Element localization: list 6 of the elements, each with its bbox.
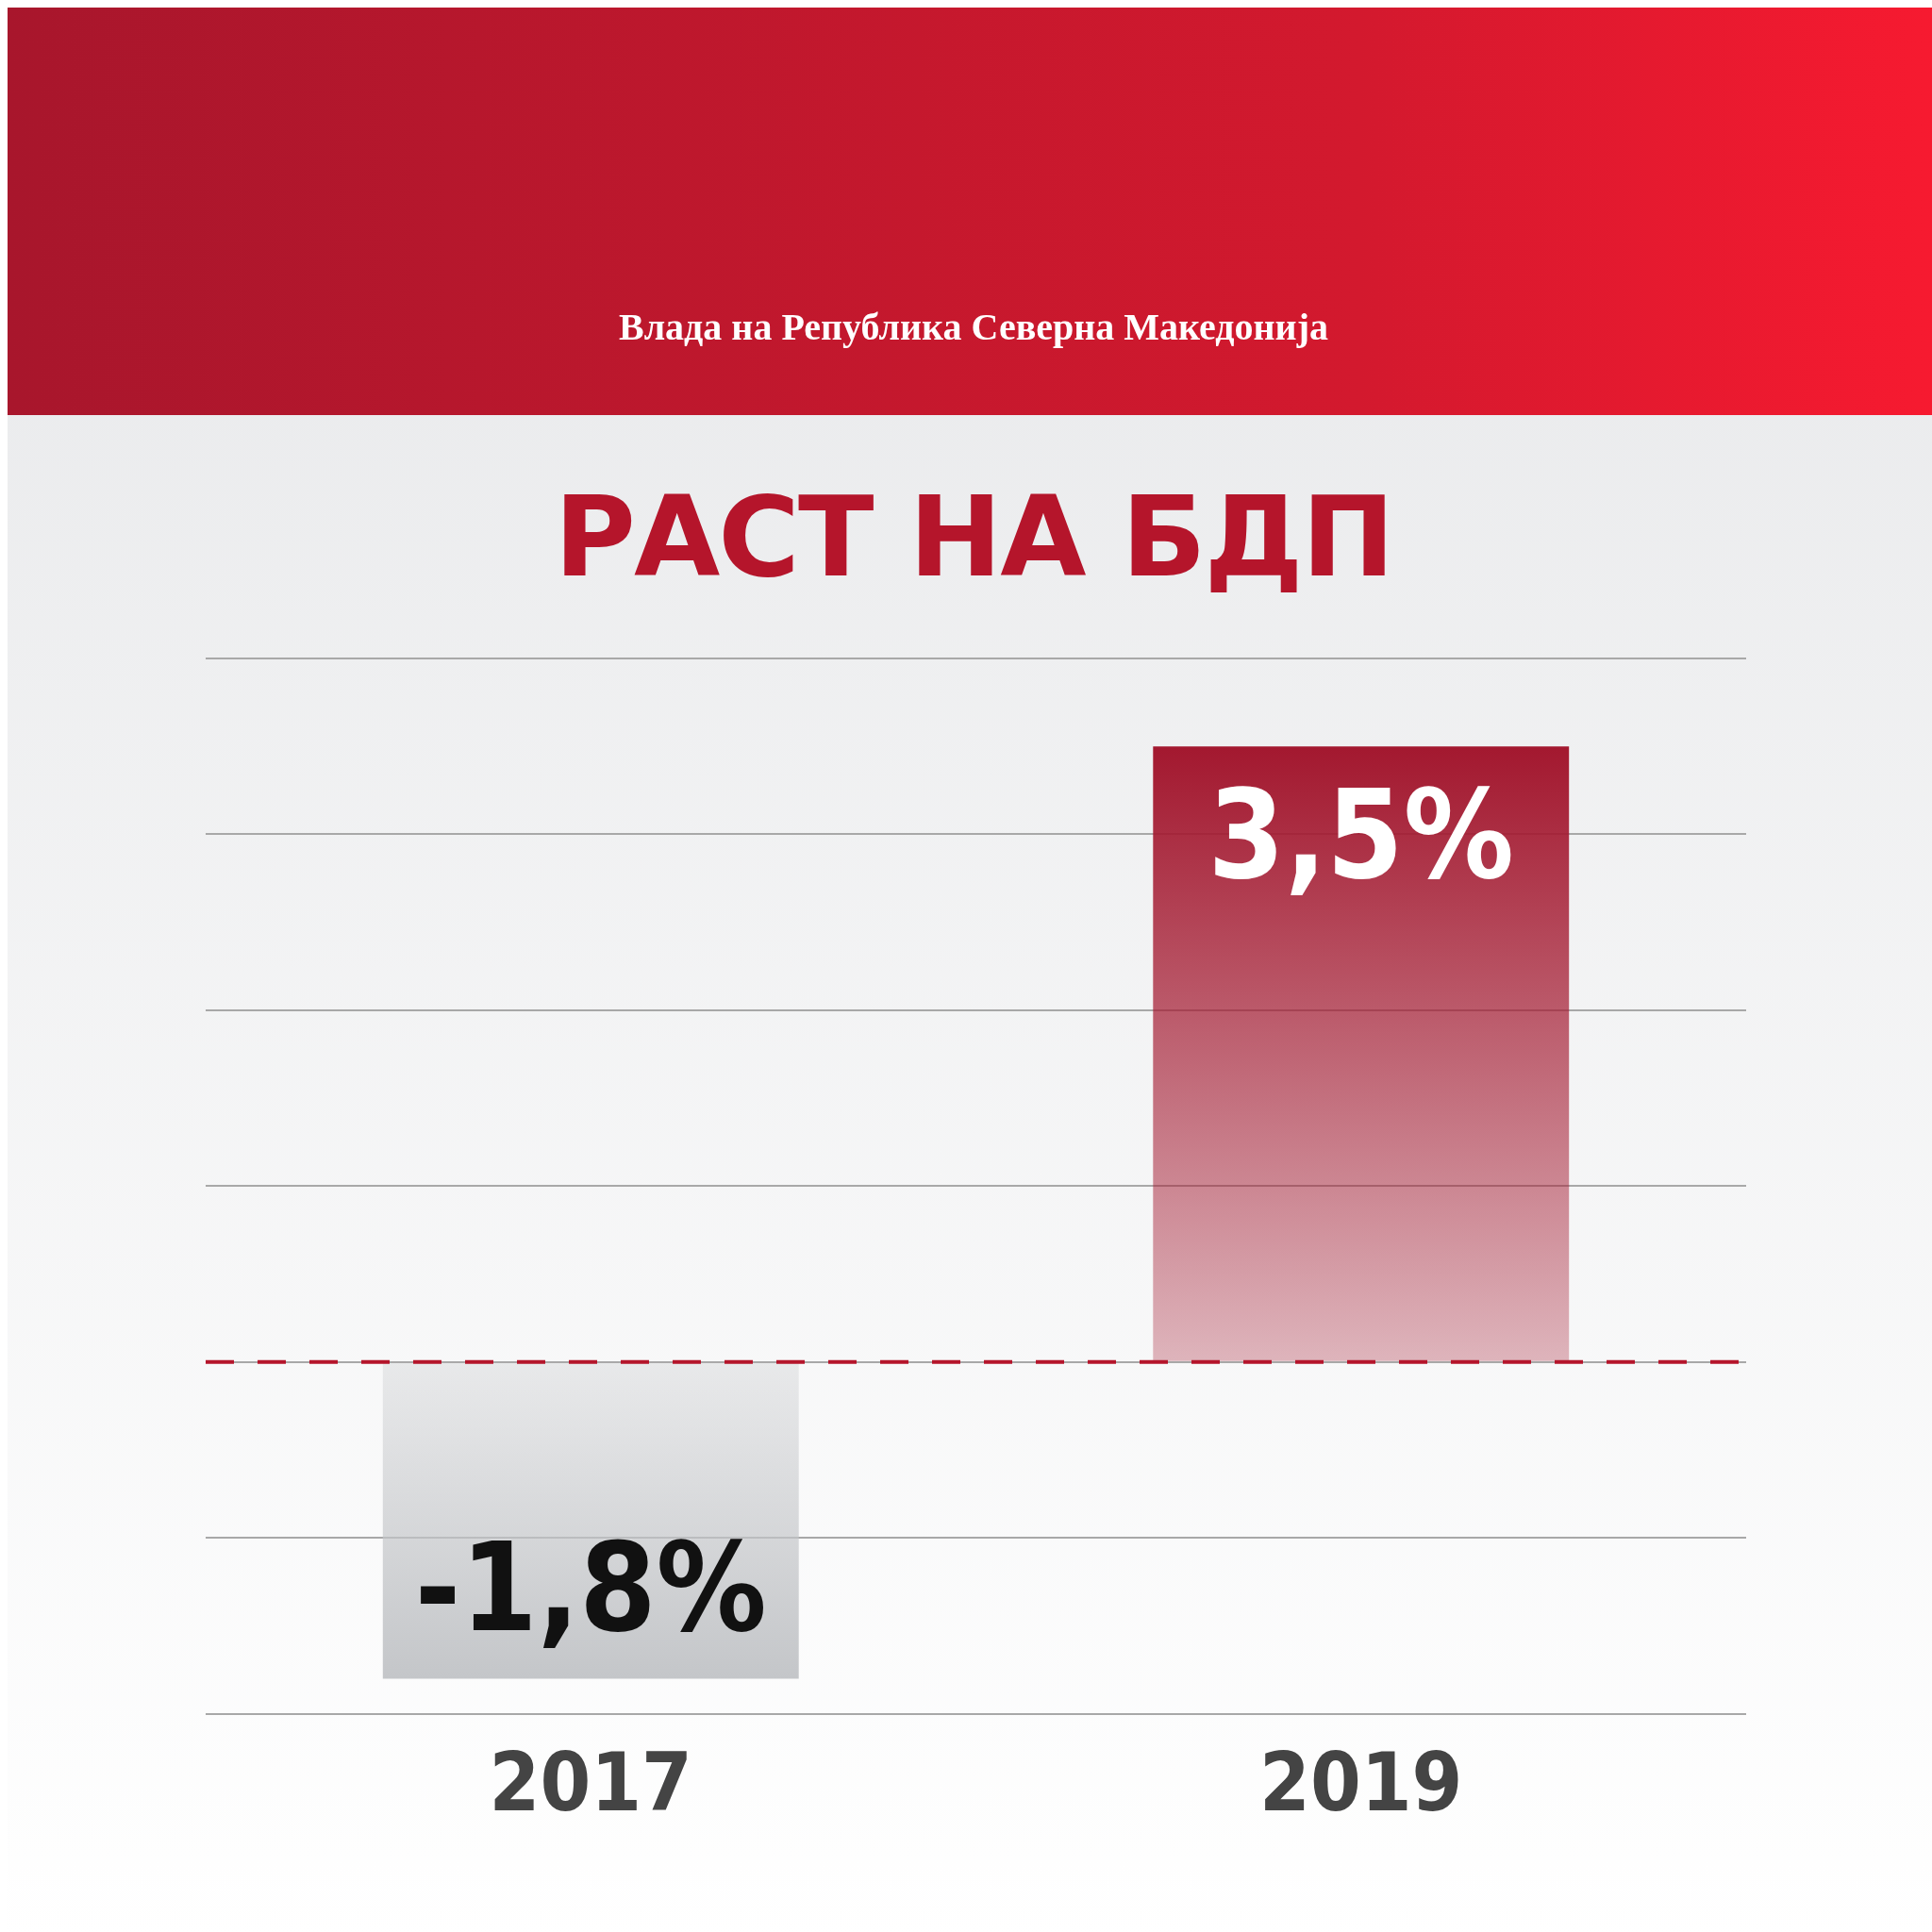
chart-title: РАСТ НА БДП <box>553 472 1394 602</box>
x-tick-label: 2017 <box>489 1734 692 1829</box>
data-label: -1,8% <box>414 1516 767 1660</box>
x-tick-label: 2019 <box>1259 1734 1463 1829</box>
data-label: 3,5% <box>1208 763 1514 907</box>
text: Влада на Република Северна Македонија <box>619 305 1328 349</box>
